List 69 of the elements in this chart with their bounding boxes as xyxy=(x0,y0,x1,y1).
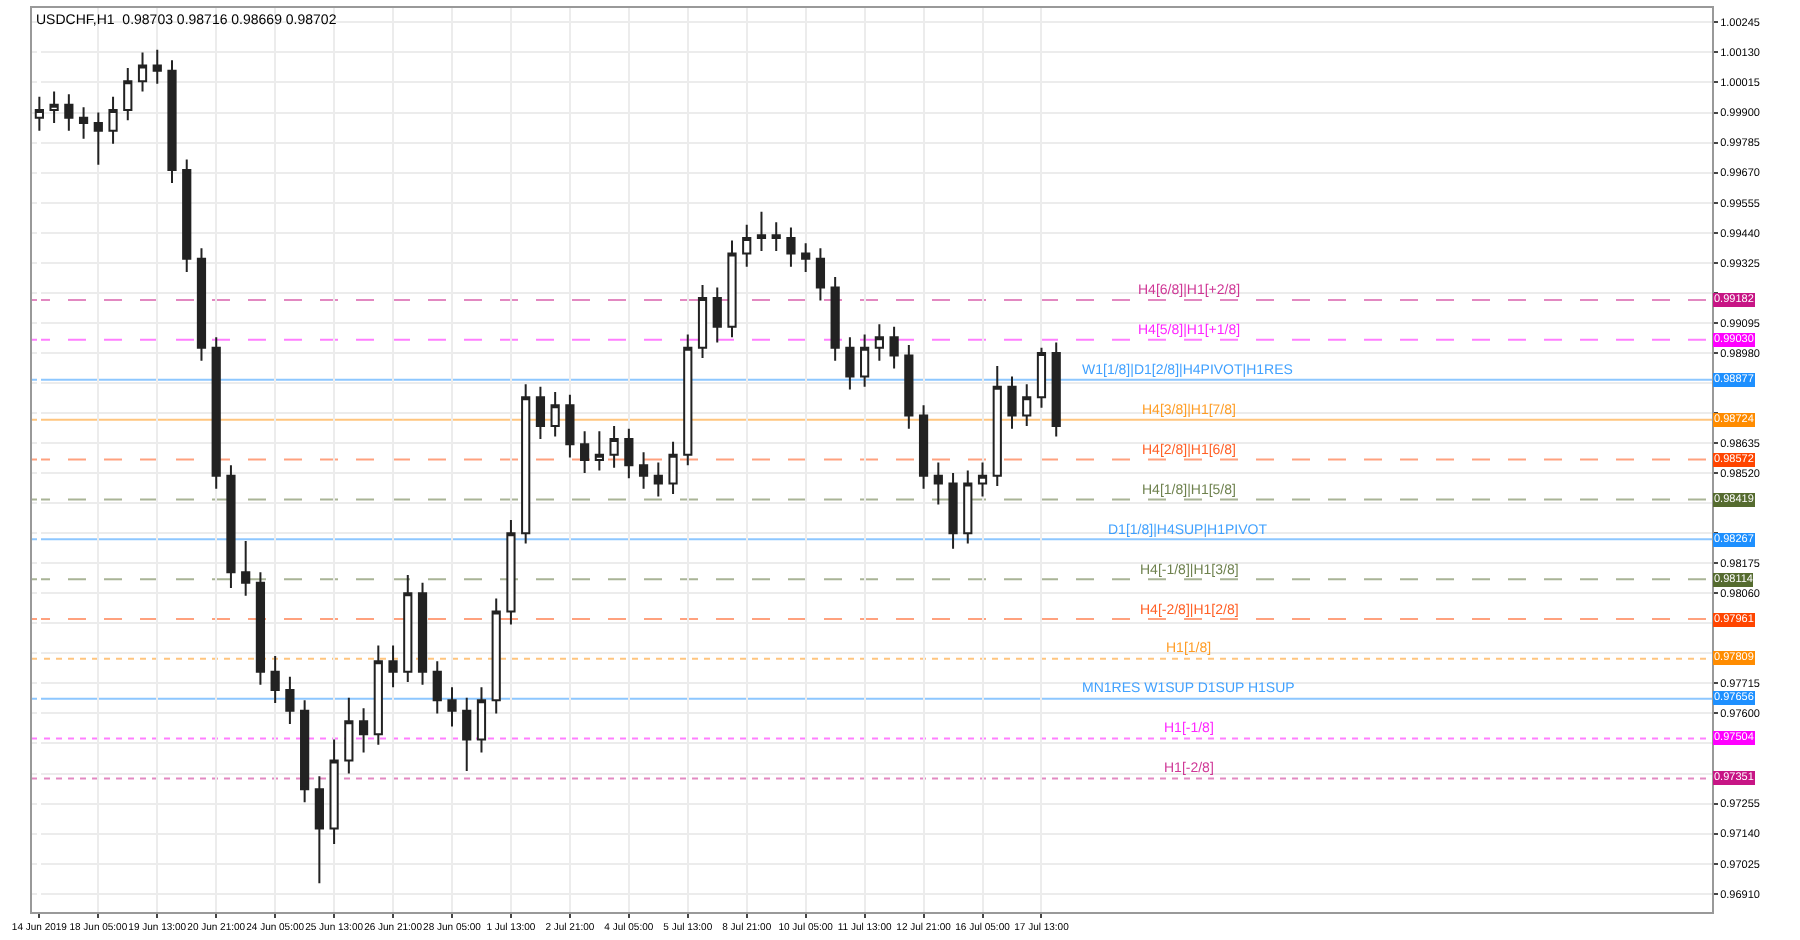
candlestick xyxy=(918,404,929,490)
candlestick xyxy=(1051,341,1061,438)
candlestick xyxy=(874,323,884,362)
candlestick xyxy=(948,472,958,550)
candlestick xyxy=(373,644,383,746)
candlestick xyxy=(241,540,251,597)
candlestick xyxy=(742,223,752,268)
candlestick xyxy=(49,90,59,124)
candlestick xyxy=(152,48,162,85)
candlestick xyxy=(889,325,899,370)
candlestick xyxy=(476,686,487,754)
candlestick xyxy=(697,283,708,360)
candlestick xyxy=(845,336,855,391)
candlestick xyxy=(815,247,826,302)
candlestick xyxy=(860,333,870,388)
candlestick xyxy=(535,385,546,441)
candlestick xyxy=(756,210,767,252)
candlestick xyxy=(992,364,1002,488)
candlestick xyxy=(683,333,693,467)
candlestick xyxy=(300,699,310,804)
candlestick xyxy=(550,391,560,438)
candlestick xyxy=(344,696,354,775)
candlestick xyxy=(506,519,516,626)
candlestick xyxy=(417,581,428,686)
candlestick xyxy=(358,707,369,754)
candlestick xyxy=(491,597,501,715)
candlestick xyxy=(78,106,89,140)
candlestick xyxy=(226,464,236,590)
candlestick xyxy=(609,425,619,469)
candlestick xyxy=(1007,375,1017,430)
candlestick xyxy=(1022,383,1032,428)
candlestick xyxy=(786,226,796,268)
candlestick xyxy=(668,440,678,495)
candlestick xyxy=(93,111,103,166)
candlestick xyxy=(565,393,575,459)
candlestick xyxy=(403,573,413,684)
candlestick xyxy=(167,59,177,185)
candlestick xyxy=(211,336,221,490)
candlestick xyxy=(64,93,74,132)
candlestick xyxy=(196,247,207,362)
candlestick xyxy=(447,686,457,728)
candlestick xyxy=(462,696,472,772)
candlestick xyxy=(904,344,914,430)
candlestick xyxy=(329,738,339,846)
candlestick xyxy=(727,239,737,339)
candlestick xyxy=(255,571,266,686)
candlestick xyxy=(123,67,133,122)
candlestick xyxy=(182,158,192,273)
candlestick xyxy=(963,469,973,545)
candlestick xyxy=(801,242,811,273)
candlestick xyxy=(1036,346,1047,409)
candlestick xyxy=(314,775,324,885)
candlestick xyxy=(624,427,634,480)
candlestick xyxy=(580,430,590,475)
candlestick xyxy=(285,675,295,725)
candlestick xyxy=(638,451,649,490)
candlestick xyxy=(712,286,722,344)
candlestick xyxy=(270,654,280,704)
candlestick xyxy=(977,461,988,498)
candlestick xyxy=(771,221,781,252)
candlestick xyxy=(653,461,663,498)
candlestick xyxy=(830,276,840,362)
candlestick xyxy=(388,644,398,689)
candlestick xyxy=(137,51,148,93)
candlestick xyxy=(108,95,118,145)
candlestick xyxy=(594,430,604,472)
candlestick xyxy=(521,383,531,545)
candlestick xyxy=(432,660,442,715)
candlestick xyxy=(933,461,943,506)
